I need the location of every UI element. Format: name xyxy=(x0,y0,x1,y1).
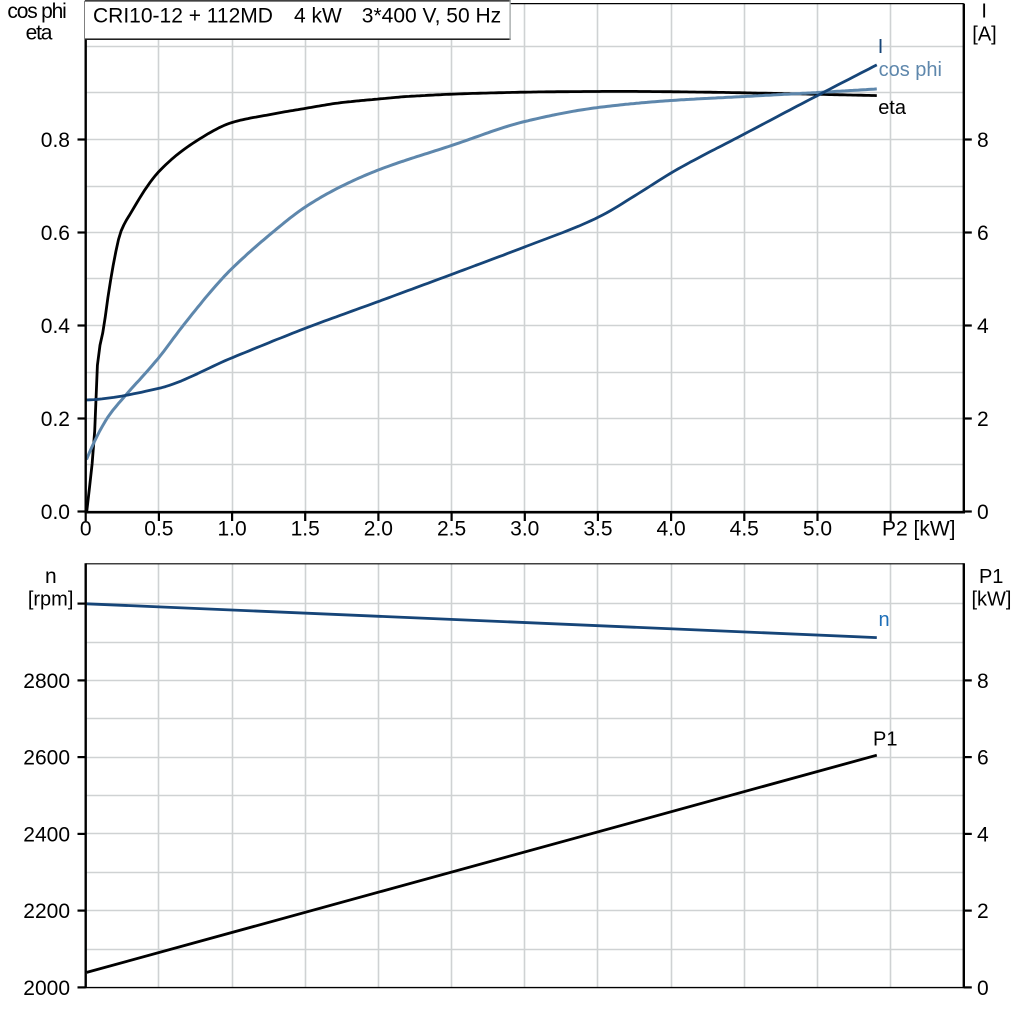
svg-text:0.6: 0.6 xyxy=(41,222,70,245)
svg-text:eta: eta xyxy=(878,97,907,119)
svg-text:2200: 2200 xyxy=(23,900,70,923)
svg-text:0.4: 0.4 xyxy=(41,315,71,338)
svg-text:4 kW: 4 kW xyxy=(294,4,342,27)
svg-text:6: 6 xyxy=(977,222,989,245)
svg-text:cos phi: cos phi xyxy=(879,59,942,81)
svg-text:3.5: 3.5 xyxy=(583,518,612,541)
svg-text:0.0: 0.0 xyxy=(41,501,70,524)
svg-text:2400: 2400 xyxy=(23,823,70,846)
svg-text:P1: P1 xyxy=(873,729,897,751)
svg-text:2: 2 xyxy=(977,408,989,431)
svg-text:8: 8 xyxy=(977,129,989,152)
svg-text:n: n xyxy=(45,565,57,588)
svg-text:2.0: 2.0 xyxy=(364,518,393,541)
svg-text:2: 2 xyxy=(977,900,989,923)
svg-text:2000: 2000 xyxy=(23,977,70,1000)
svg-text:0: 0 xyxy=(80,518,92,541)
svg-text:0.5: 0.5 xyxy=(144,518,173,541)
svg-text:0.2: 0.2 xyxy=(41,408,70,431)
svg-text:n: n xyxy=(879,609,890,631)
svg-text:1.5: 1.5 xyxy=(291,518,320,541)
svg-text:[kW]: [kW] xyxy=(972,589,1012,611)
svg-text:I: I xyxy=(981,1,987,23)
svg-text:4.5: 4.5 xyxy=(730,518,759,541)
svg-text:2800: 2800 xyxy=(23,670,70,693)
svg-text:0: 0 xyxy=(977,977,989,1000)
svg-text:0: 0 xyxy=(977,501,989,524)
svg-text:[rpm]: [rpm] xyxy=(28,588,74,610)
svg-text:CRI10-12 + 112MD: CRI10-12 + 112MD xyxy=(93,4,273,27)
svg-text:0.8: 0.8 xyxy=(41,129,70,152)
svg-text:4.0: 4.0 xyxy=(656,518,685,541)
svg-text:[A]: [A] xyxy=(972,24,996,46)
svg-text:3*400 V, 50 Hz: 3*400 V, 50 Hz xyxy=(362,4,501,27)
svg-text:eta: eta xyxy=(26,21,53,44)
svg-text:I: I xyxy=(878,36,884,58)
svg-text:2.5: 2.5 xyxy=(437,518,466,541)
svg-text:2600: 2600 xyxy=(23,747,70,770)
svg-text:3.0: 3.0 xyxy=(510,518,539,541)
svg-text:P2 [kW]: P2 [kW] xyxy=(882,518,956,541)
svg-text:cos phi: cos phi xyxy=(7,0,66,23)
svg-text:P1: P1 xyxy=(979,566,1003,588)
svg-text:5.0: 5.0 xyxy=(803,518,832,541)
svg-text:4: 4 xyxy=(977,823,989,846)
svg-text:8: 8 xyxy=(977,670,989,693)
svg-text:1.0: 1.0 xyxy=(217,518,246,541)
svg-text:4: 4 xyxy=(977,315,989,338)
svg-text:6: 6 xyxy=(977,747,989,770)
